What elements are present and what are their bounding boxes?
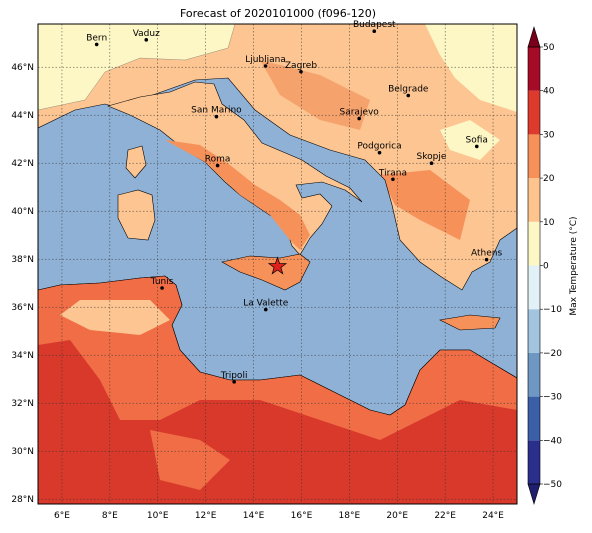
city-label: Vaduz bbox=[133, 29, 160, 39]
city-dot bbox=[357, 116, 361, 121]
map-fill bbox=[38, 24, 517, 504]
city-dot bbox=[215, 163, 220, 168]
colorbar-label: Max Temperature (°C) bbox=[569, 216, 579, 315]
colorbar-tick-label: 50 bbox=[543, 43, 555, 53]
city-label: Athens bbox=[471, 249, 502, 259]
colorbar-tick-label: −30 bbox=[543, 393, 562, 403]
city-label: Belgrade bbox=[388, 85, 429, 95]
city-label: San Marino bbox=[191, 106, 242, 116]
city-dot bbox=[214, 114, 219, 119]
city-dot bbox=[377, 150, 382, 155]
city-label: La Valette bbox=[243, 299, 288, 309]
city-label: Sarajevo bbox=[340, 108, 380, 118]
grid: 6°E 8°E 10°E 12°E 14°E 16°E 18°E 20°E 22°E 24°E 28… bbox=[11, 24, 517, 521]
city-dot bbox=[160, 286, 164, 290]
city-label: Roma bbox=[205, 155, 231, 165]
colorbar-segment bbox=[528, 221, 540, 266]
colorbar-segment bbox=[528, 352, 540, 397]
y-tick-label: 28°N bbox=[11, 495, 34, 505]
x-tick-label: 6°E bbox=[54, 511, 70, 521]
city-dot bbox=[391, 177, 395, 182]
star-marker bbox=[267, 256, 288, 275]
x-tick-label: 24°E bbox=[482, 511, 504, 521]
city-dot bbox=[372, 29, 377, 33]
colorbar-segment bbox=[528, 134, 540, 179]
city-label: Bern bbox=[86, 33, 107, 43]
colorbar-tick-label: 40 bbox=[543, 87, 555, 97]
city-dot bbox=[484, 257, 489, 262]
y-tick-label: 34°N bbox=[11, 351, 34, 361]
city-dot bbox=[94, 42, 99, 47]
x-tick-label: 8°E bbox=[102, 511, 118, 521]
colorbar-tick-label: −40 bbox=[543, 436, 562, 446]
colorbar-tick-label: −50 bbox=[543, 480, 562, 490]
x-tick-label: 10°E bbox=[147, 511, 169, 521]
y-tick-label: 42°N bbox=[11, 159, 34, 169]
city-label: Tirana bbox=[378, 168, 407, 178]
y-tick-label: 46°N bbox=[11, 63, 34, 73]
colorbar-tick-label: −20 bbox=[543, 349, 562, 359]
city-label: Skopje bbox=[417, 152, 447, 162]
city-dot bbox=[144, 38, 149, 42]
x-tick-label: 18°E bbox=[339, 511, 361, 521]
city-dot bbox=[232, 380, 236, 384]
x-tick-label: 12°E bbox=[195, 511, 217, 521]
city-label: Sofia bbox=[466, 135, 488, 145]
city-label: Podgorica bbox=[357, 142, 401, 152]
title: Forecast of 2020101000 (f096-120) bbox=[180, 7, 376, 20]
x-tick-label: 20°E bbox=[386, 511, 408, 521]
colorbar-tick-label: −10 bbox=[543, 305, 562, 315]
colorbar-tick-label: 30 bbox=[543, 130, 555, 140]
city-dot bbox=[263, 307, 268, 312]
colorbar-segment bbox=[528, 47, 540, 91]
colorbar-tick-label: 0 bbox=[543, 262, 549, 272]
y-tick-label: 32°N bbox=[11, 399, 34, 409]
city-label: Tunis bbox=[150, 277, 174, 287]
city-dot bbox=[263, 64, 268, 68]
map-frame bbox=[37, 23, 518, 505]
city-dot bbox=[406, 93, 411, 98]
x-tick-label: 14°E bbox=[243, 511, 265, 521]
colorbar-extend-top bbox=[527, 25, 541, 48]
city-label: Ljubljana bbox=[245, 55, 286, 65]
colorbar-segment bbox=[528, 265, 540, 310]
x-tick-label: 16°E bbox=[291, 511, 313, 521]
colorbar-segment bbox=[528, 396, 540, 441]
city-label: Zagreb bbox=[285, 61, 317, 71]
colorbar-segment bbox=[528, 309, 540, 353]
city-dot bbox=[299, 69, 303, 74]
x-tick-label: 22°E bbox=[434, 511, 456, 521]
y-tick-label: 40°N bbox=[11, 207, 34, 217]
colorbar-segment bbox=[528, 90, 540, 135]
y-tick-label: 44°N bbox=[11, 111, 34, 121]
colorbar-segment bbox=[528, 440, 540, 484]
city-label: Tripoli bbox=[220, 371, 248, 381]
colorbar-tick-label: 10 bbox=[543, 218, 555, 228]
colorbar-tick-label: 20 bbox=[543, 174, 555, 184]
city-dot bbox=[429, 161, 434, 165]
city-label: Budapest bbox=[353, 20, 396, 30]
colorbar-extend-bottom bbox=[527, 483, 541, 506]
y-tick-label: 36°N bbox=[11, 303, 34, 313]
colorbar-segment bbox=[528, 178, 540, 222]
y-tick-label: 30°N bbox=[11, 447, 34, 457]
y-tick-label: 38°N bbox=[11, 255, 34, 265]
city-dot bbox=[474, 144, 479, 149]
colorbar: −50 −40 −30 −20 −10 0 10 20 30 40 50 bbox=[527, 25, 562, 506]
